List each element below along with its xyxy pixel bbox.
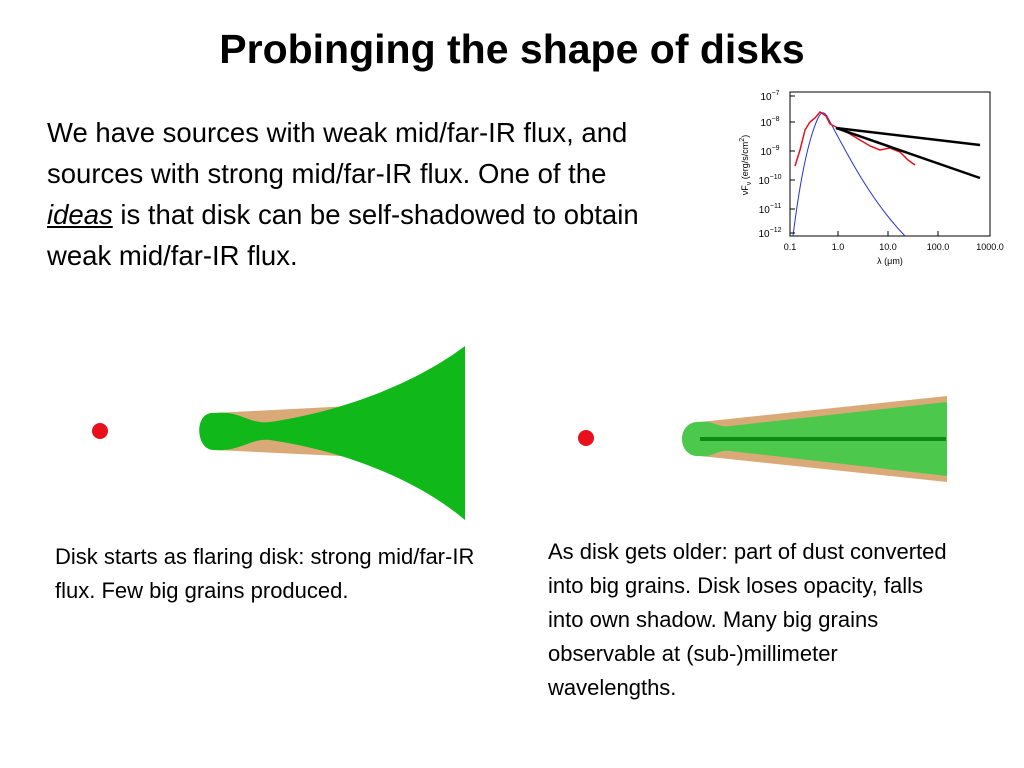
plot-frame [789, 91, 991, 237]
slide-title: Probinging the shape of disks [219, 26, 805, 72]
label-part: νF [740, 185, 750, 196]
x-axis-label: λ (μm) [877, 256, 903, 266]
tick-exponent: −7 [772, 90, 780, 97]
intro-after: is that disk can be self-shadowed to obt… [47, 199, 639, 271]
label-sup: 2 [739, 138, 746, 142]
intro-before: We have sources with weak mid/far-IR flu… [47, 117, 628, 189]
tick-exponent: −8 [772, 116, 780, 123]
tick-base: 10 [759, 229, 771, 240]
caption: Disk starts as flaring disk: strong mid/… [55, 544, 475, 603]
label-sub: ν [746, 181, 753, 185]
x-tick-label: 10.0 [879, 242, 897, 252]
tick-exponent: −10 [770, 174, 782, 181]
tick-base: 10 [759, 176, 771, 187]
y-axis-label: νFν (erg/s/cm2) [739, 135, 753, 195]
flaring-disk [199, 346, 465, 520]
intro-emphasis: ideas [47, 199, 113, 230]
x-tick-label: 100.0 [927, 242, 950, 252]
caption: As disk gets older: part of dust convert… [548, 539, 947, 700]
x-tick-label: 1.0 [832, 242, 845, 252]
tick-exponent: −12 [770, 227, 782, 234]
y-tick-label: 10−12 [759, 227, 782, 240]
tick-exponent: −9 [772, 145, 780, 152]
star [92, 423, 108, 439]
tick-base: 10 [759, 205, 771, 216]
star [578, 430, 594, 446]
tick-base: 10 [760, 147, 772, 158]
intro-text: We have sources with weak mid/far-IR flu… [47, 112, 662, 276]
model-line [835, 126, 981, 147]
y-tick-label: 10−8 [760, 116, 779, 129]
observed-sed [794, 111, 916, 167]
model-line [835, 126, 981, 180]
y-tick-label: 10−9 [760, 145, 779, 158]
x-tick-label: 0.1 [784, 242, 797, 252]
y-tick-label: 10−11 [759, 203, 782, 216]
y-tick-label: 10−7 [760, 90, 779, 103]
tick-base: 10 [760, 118, 772, 129]
stellar-model [792, 112, 906, 237]
tick-exponent: −11 [770, 203, 781, 210]
tick-base: 10 [760, 92, 772, 103]
x-tick-label: 1000.0 [976, 242, 1004, 252]
label-part: (erg/s/cm [740, 142, 750, 182]
y-tick-label: 10−10 [759, 174, 782, 187]
label-part: ) [740, 135, 750, 138]
